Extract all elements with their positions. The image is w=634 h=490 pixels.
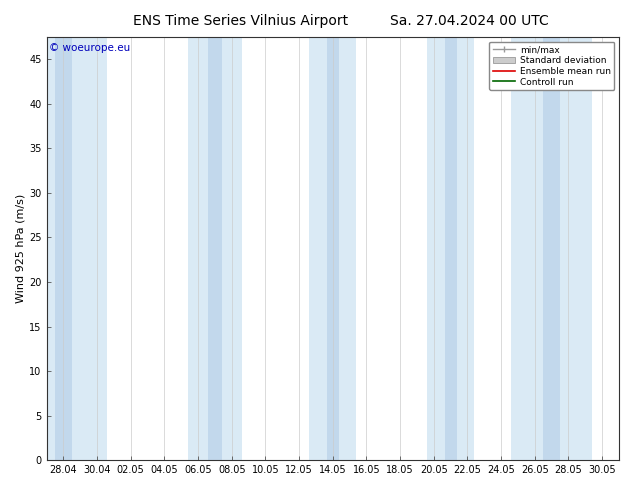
Y-axis label: Wind 925 hPa (m/s): Wind 925 hPa (m/s)	[15, 194, 25, 303]
Bar	[20, 37, 107, 460]
Bar	[327, 37, 339, 460]
Bar	[208, 37, 222, 460]
Bar	[511, 37, 592, 460]
Legend: min/max, Standard deviation, Ensemble mean run, Controll run: min/max, Standard deviation, Ensemble me…	[489, 42, 614, 90]
Text: ENS Time Series Vilnius Airport: ENS Time Series Vilnius Airport	[133, 14, 349, 28]
Bar	[427, 37, 474, 460]
Bar	[309, 37, 356, 460]
Text: © woeurope.eu: © woeurope.eu	[49, 44, 131, 53]
Bar	[543, 37, 560, 460]
Bar	[188, 37, 242, 460]
Bar	[55, 37, 72, 460]
Text: Sa. 27.04.2024 00 UTC: Sa. 27.04.2024 00 UTC	[390, 14, 548, 28]
Bar	[444, 37, 456, 460]
